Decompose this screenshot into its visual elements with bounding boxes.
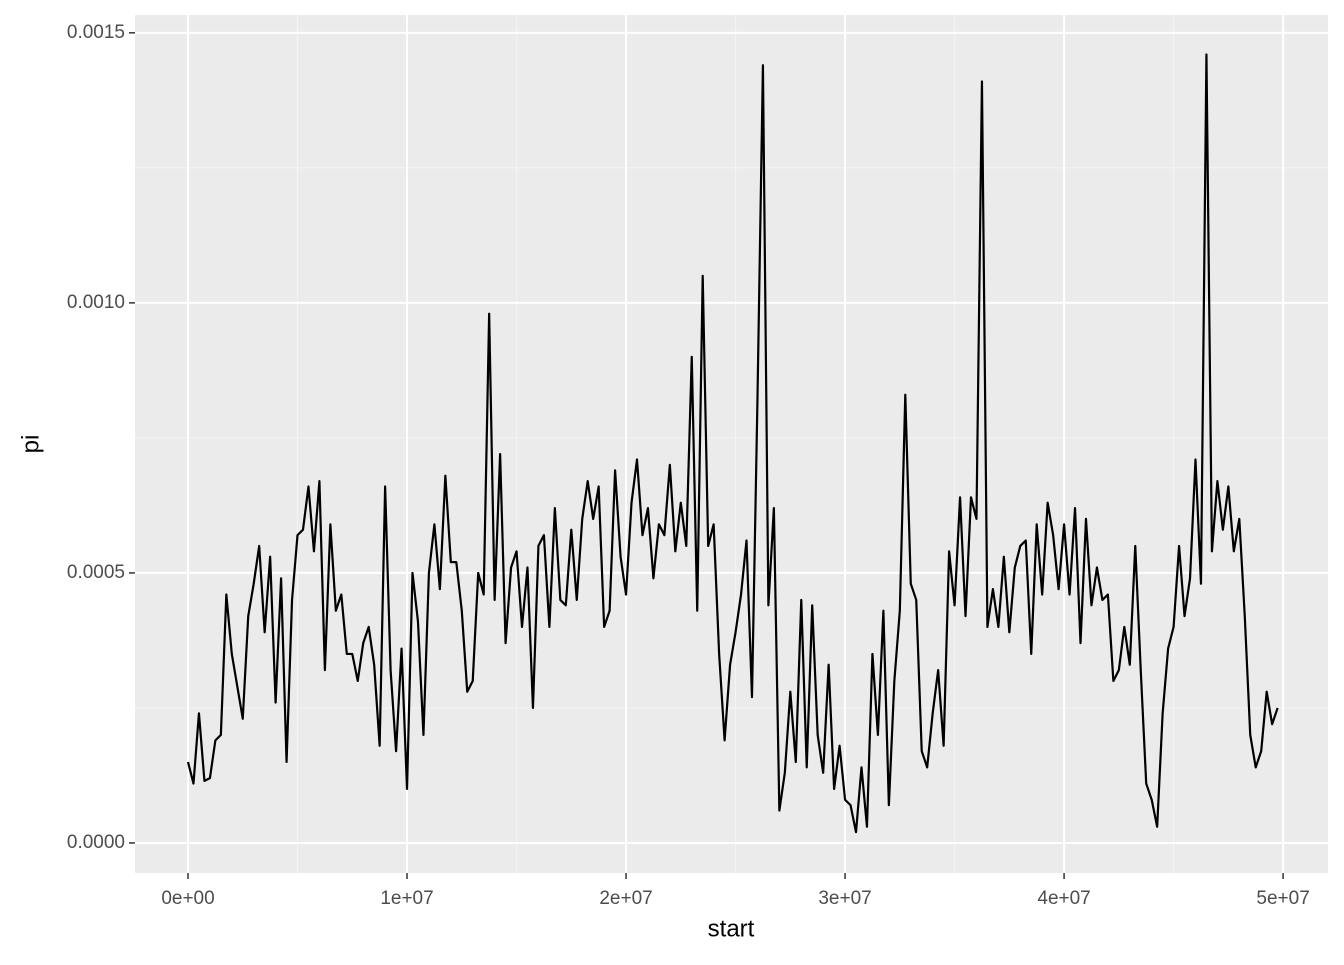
x-tick-label: 2e+07: [599, 888, 652, 909]
y-tick-label: 0.0005: [67, 562, 125, 583]
x-tick-label: 1e+07: [380, 888, 433, 909]
x-tick-label: 5e+07: [1256, 888, 1309, 909]
y-tick-label: 0.0015: [67, 22, 125, 43]
y-tick-label: 0.0000: [67, 832, 125, 853]
x-tick-label: 0e+00: [161, 888, 214, 909]
panel: [135, 15, 1328, 873]
x-tick-label: 3e+07: [818, 888, 871, 909]
y-axis-title: pi: [17, 435, 44, 454]
data-line: [186, 53, 1279, 834]
y-tick-label: 0.0010: [67, 292, 125, 313]
x-axis-title: start: [708, 915, 755, 942]
x-tick-label: 4e+07: [1037, 888, 1090, 909]
